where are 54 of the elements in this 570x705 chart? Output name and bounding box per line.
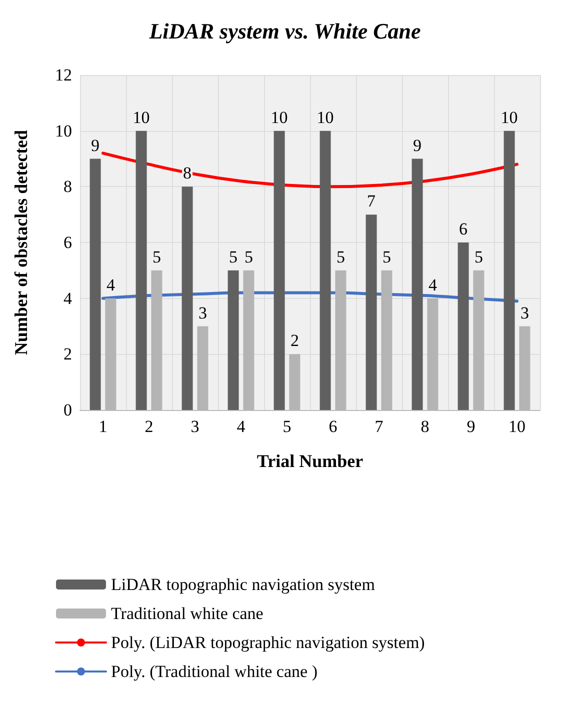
data-label: 10 [316, 108, 334, 127]
data-label: 8 [183, 164, 192, 183]
x-tick-label: 5 [282, 417, 292, 436]
data-label: 5 [474, 247, 483, 266]
bar [136, 130, 147, 410]
x-tick-label: 6 [328, 417, 338, 436]
bar [504, 130, 515, 410]
data-label: 5 [382, 247, 391, 266]
data-label: 2 [290, 331, 299, 350]
data-label: 4 [428, 275, 438, 294]
x-tick-label: 7 [374, 417, 384, 436]
bar [366, 214, 377, 410]
bar [90, 158, 101, 410]
legend-label: LiDAR topographic navigation system [111, 575, 375, 594]
chart-title: LiDAR system vs. White Cane [148, 18, 422, 44]
data-label: 10 [270, 108, 288, 127]
y-tick-label: 12 [55, 66, 72, 84]
x-tick-label: 8 [420, 417, 430, 436]
bar [458, 242, 469, 410]
data-label: 9 [91, 136, 100, 155]
y-tick-label: 8 [64, 177, 72, 196]
data-label: 10 [500, 108, 518, 127]
x-tick-label: 1 [98, 417, 108, 436]
x-tick-label: 2 [144, 417, 154, 436]
y-tick-label: 0 [64, 400, 72, 420]
data-label: 5 [244, 247, 253, 266]
x-tick-label: 9 [466, 417, 476, 436]
y-axis-title: Number of obstacles detected [11, 130, 31, 356]
data-label: 7 [367, 192, 376, 211]
x-axis-title: Trial Number [256, 451, 364, 471]
data-label: 5 [336, 247, 345, 266]
y-tick-label: 4 [64, 288, 72, 308]
x-tick-label: 3 [190, 417, 200, 436]
data-label: 3 [520, 303, 529, 322]
y-tick-label: 10 [55, 121, 72, 140]
x-tick-label: 4 [236, 417, 246, 436]
x-tick-label: 10 [508, 417, 526, 436]
data-label: 3 [198, 303, 207, 322]
bar [274, 130, 285, 410]
data-label: 4 [106, 275, 116, 294]
legend-label: Traditional white cane [111, 604, 264, 623]
legend-label: Poly. (Traditional white cane ) [111, 662, 318, 681]
data-label: 5 [229, 247, 238, 266]
bar [182, 186, 193, 410]
data-label: 9 [413, 136, 422, 155]
bar [320, 130, 331, 410]
data-label: 10 [132, 108, 150, 127]
bar [412, 158, 423, 410]
data-label: 6 [459, 220, 468, 238]
y-tick-label: 6 [64, 233, 72, 252]
bar [228, 270, 239, 410]
data-label: 5 [152, 247, 161, 266]
legend-label: Poly. (LiDAR topographic navigation system) [111, 633, 425, 652]
y-tick-label: 2 [64, 344, 72, 364]
